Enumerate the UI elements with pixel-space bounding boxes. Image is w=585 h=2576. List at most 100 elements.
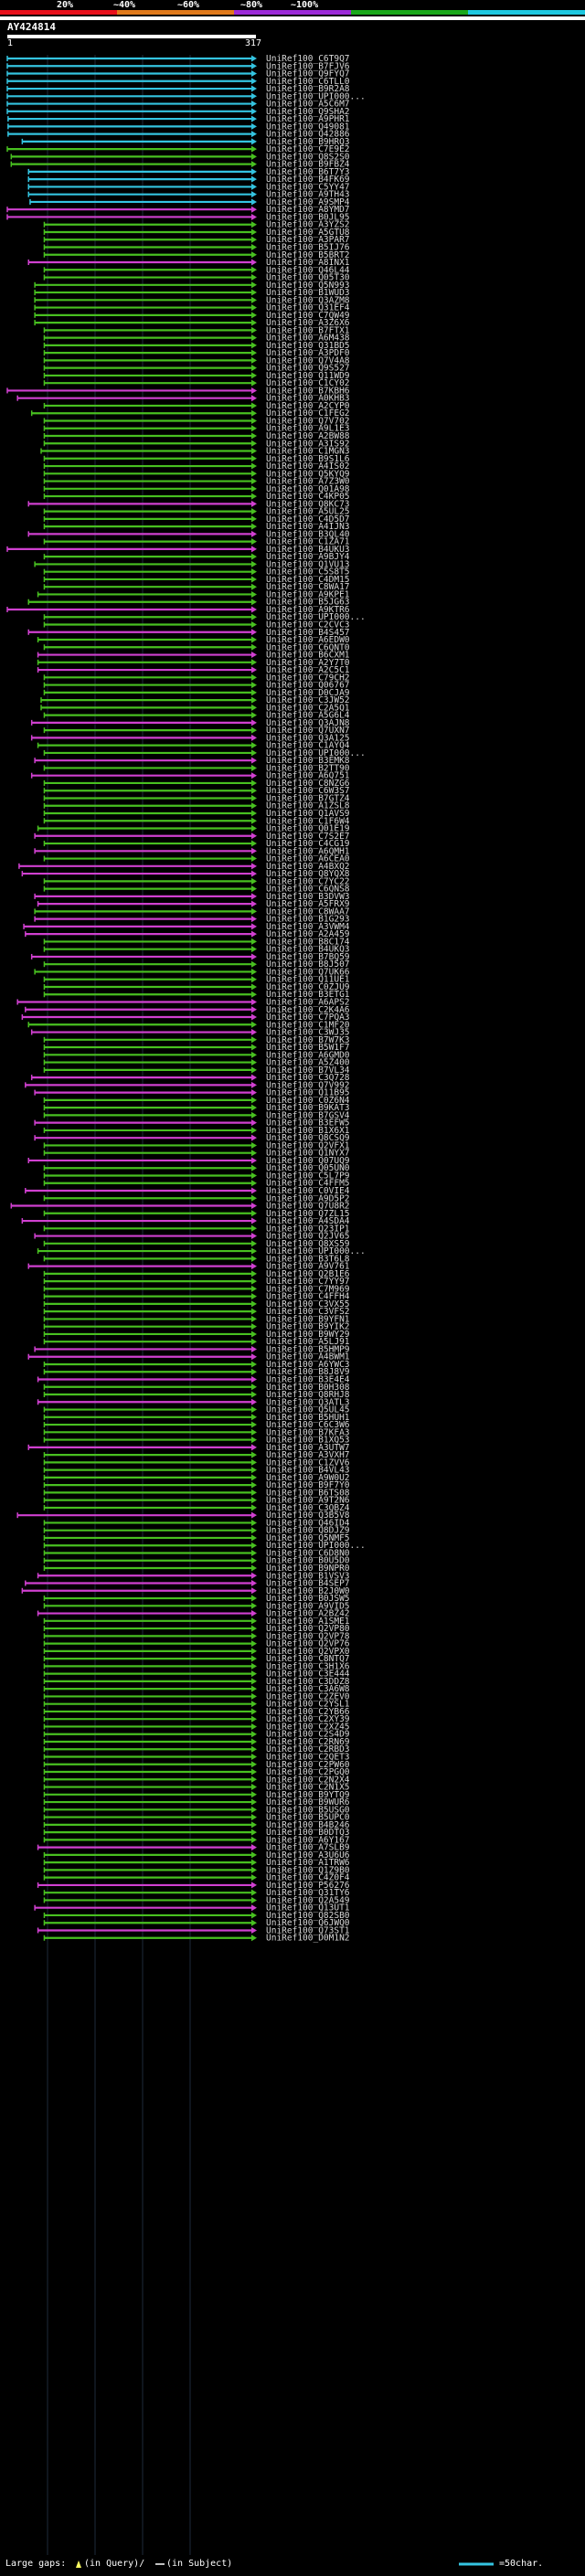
hit-end-arrow (251, 606, 257, 613)
hit-end-arrow (251, 62, 257, 69)
hit-label: UniRef100_B4UKU3 (266, 545, 350, 555)
hit-end-arrow (251, 1194, 257, 1202)
hit-label: UniRef100_A9SMP4 (266, 197, 350, 207)
hit-label: UniRef100_P56276 (266, 1881, 350, 1891)
hit-end-arrow (251, 546, 257, 553)
hit-end-arrow (251, 1776, 257, 1783)
scale-gradient-bar (0, 10, 585, 20)
hit-end-arrow (251, 1489, 257, 1496)
hit-label: UniRef100_A2A459 (266, 929, 350, 939)
hit-end-arrow (251, 847, 257, 854)
hit-label: UniRef100_A9D5P2 (266, 1193, 350, 1203)
hit-end-arrow (251, 115, 257, 122)
hit-label: UniRef100_Q2JV65 (266, 1232, 350, 1242)
hit-label: UniRef100_Q5NMF5 (266, 1533, 350, 1543)
hit-label: UniRef100_B4VL43 (266, 1466, 350, 1476)
hit-end-arrow (251, 689, 257, 696)
hit-label: UniRef100_C3H1X6 (266, 1661, 350, 1671)
hit-end-arrow (251, 817, 257, 824)
hit-label: UniRef100_B0DTQ3 (266, 1828, 350, 1838)
hit-label: UniRef100_Q8KC73 (266, 499, 350, 509)
hit-label: UniRef100_A2CYP0 (266, 401, 350, 411)
hit-end-arrow (251, 365, 257, 372)
hit-label: UniRef100_B5HMP9 (266, 1344, 350, 1354)
hit-label: UniRef100_Q9S527 (266, 364, 350, 374)
hit-label: UniRef100_A9PHR1 (266, 114, 350, 124)
scale-tick-label: ~60% (177, 0, 200, 10)
hit-end-arrow (251, 1935, 257, 1942)
hit-end-arrow (251, 1240, 257, 1247)
hit-label: UniRef100_Q11B95 (266, 1088, 350, 1098)
hit-end-arrow (251, 576, 257, 583)
hit-label: UniRef100_Q8XS59 (266, 1239, 350, 1249)
hit-label: UniRef100_Q8DJZ9 (266, 1526, 350, 1536)
hit-label: UniRef100_A2C5C1 (266, 665, 350, 675)
scale-segment (468, 10, 585, 15)
query-start-label: 1 (7, 38, 14, 48)
hit-end-arrow (251, 1814, 257, 1821)
hit-end-arrow (251, 1587, 257, 1595)
hit-end-arrow (251, 553, 257, 560)
hit-label: UniRef100_B9YTQ9 (266, 1790, 350, 1800)
hit-label: UniRef100_C5YY47 (266, 182, 350, 192)
hit-end-arrow (251, 1180, 257, 1187)
hit-end-arrow (251, 1293, 257, 1300)
hit-label: UniRef100_Q31EF4 (266, 303, 350, 313)
hit-label: UniRef100_A9BJY4 (266, 552, 350, 562)
hit-label: UniRef100_C1FEG2 (266, 408, 350, 419)
hit-end-arrow (251, 1398, 257, 1405)
hit-end-arrow (251, 395, 257, 402)
hit-end-arrow (251, 1481, 257, 1489)
scale-segment (234, 10, 352, 15)
hit-end-arrow (251, 1330, 257, 1338)
hit-label: UniRef100_B3DVW3 (266, 892, 350, 902)
hit-end-arrow (251, 523, 257, 530)
hit-label: UniRef100_B0U5D0 (266, 1556, 350, 1566)
dash-icon (155, 2563, 165, 2565)
hit-end-arrow (251, 1889, 257, 1896)
hit-label: UniRef100_UPI000... (266, 1246, 366, 1256)
query-title: AY424814 (7, 21, 56, 33)
hit-label: UniRef100_Q06767 (266, 681, 350, 691)
hit-label: UniRef100_Q1VU13 (266, 559, 350, 569)
hit-label: UniRef100_A6CEA0 (266, 854, 350, 864)
hit-end-arrow (251, 251, 257, 259)
hit-end-arrow (251, 666, 257, 673)
hit-label: UniRef100_C5L7P9 (266, 1171, 350, 1181)
hit-end-arrow (251, 999, 257, 1005)
hit-end-arrow (251, 1534, 257, 1542)
hit-label: UniRef100_C7M969 (266, 1284, 350, 1294)
hit-label: UniRef100_A6M438 (266, 334, 350, 344)
triangle-icon (76, 2560, 81, 2568)
scale-tick-label: ~100% (291, 0, 319, 10)
hit-end-arrow (251, 1224, 257, 1232)
hit-end-arrow (251, 1904, 257, 1912)
hit-label: UniRef100_C3E444 (266, 1670, 350, 1680)
hit-end-arrow (251, 1157, 257, 1164)
hit-label: UniRef100_B7W7K3 (266, 1035, 350, 1045)
hit-end-arrow (251, 1685, 257, 1692)
hit-label: UniRef100_B7GSV4 (266, 1110, 350, 1120)
hit-end-arrow (251, 326, 257, 334)
hit-end-arrow (251, 1187, 257, 1194)
hit-end-arrow (251, 1300, 257, 1308)
hit-end-arrow (251, 1134, 257, 1141)
hit-end-arrow (251, 1164, 257, 1171)
hit-label: UniRef100_A3VXH7 (266, 1450, 350, 1460)
scale-tick-label: 20% (57, 0, 74, 10)
hit-end-arrow (251, 1051, 257, 1058)
hit-end-arrow (251, 1421, 257, 1428)
hit-end-arrow (251, 1806, 257, 1813)
hit-label: UniRef100_B5UPC0 (266, 1813, 350, 1823)
hit-end-arrow (251, 1617, 257, 1625)
hit-label: UniRef100_C8WAA7 (266, 906, 350, 917)
hit-end-arrow (251, 349, 257, 356)
hit-end-arrow (251, 508, 257, 515)
hit-end-arrow (251, 1171, 257, 1179)
hit-end-arrow (251, 1549, 257, 1556)
hit-label: UniRef100_C4DM15 (266, 575, 350, 585)
hit-end-arrow (251, 704, 257, 711)
hit-end-arrow (251, 1662, 257, 1670)
hit-end-arrow (251, 1458, 257, 1466)
hit-label: UniRef100_B5JG63 (266, 598, 350, 608)
